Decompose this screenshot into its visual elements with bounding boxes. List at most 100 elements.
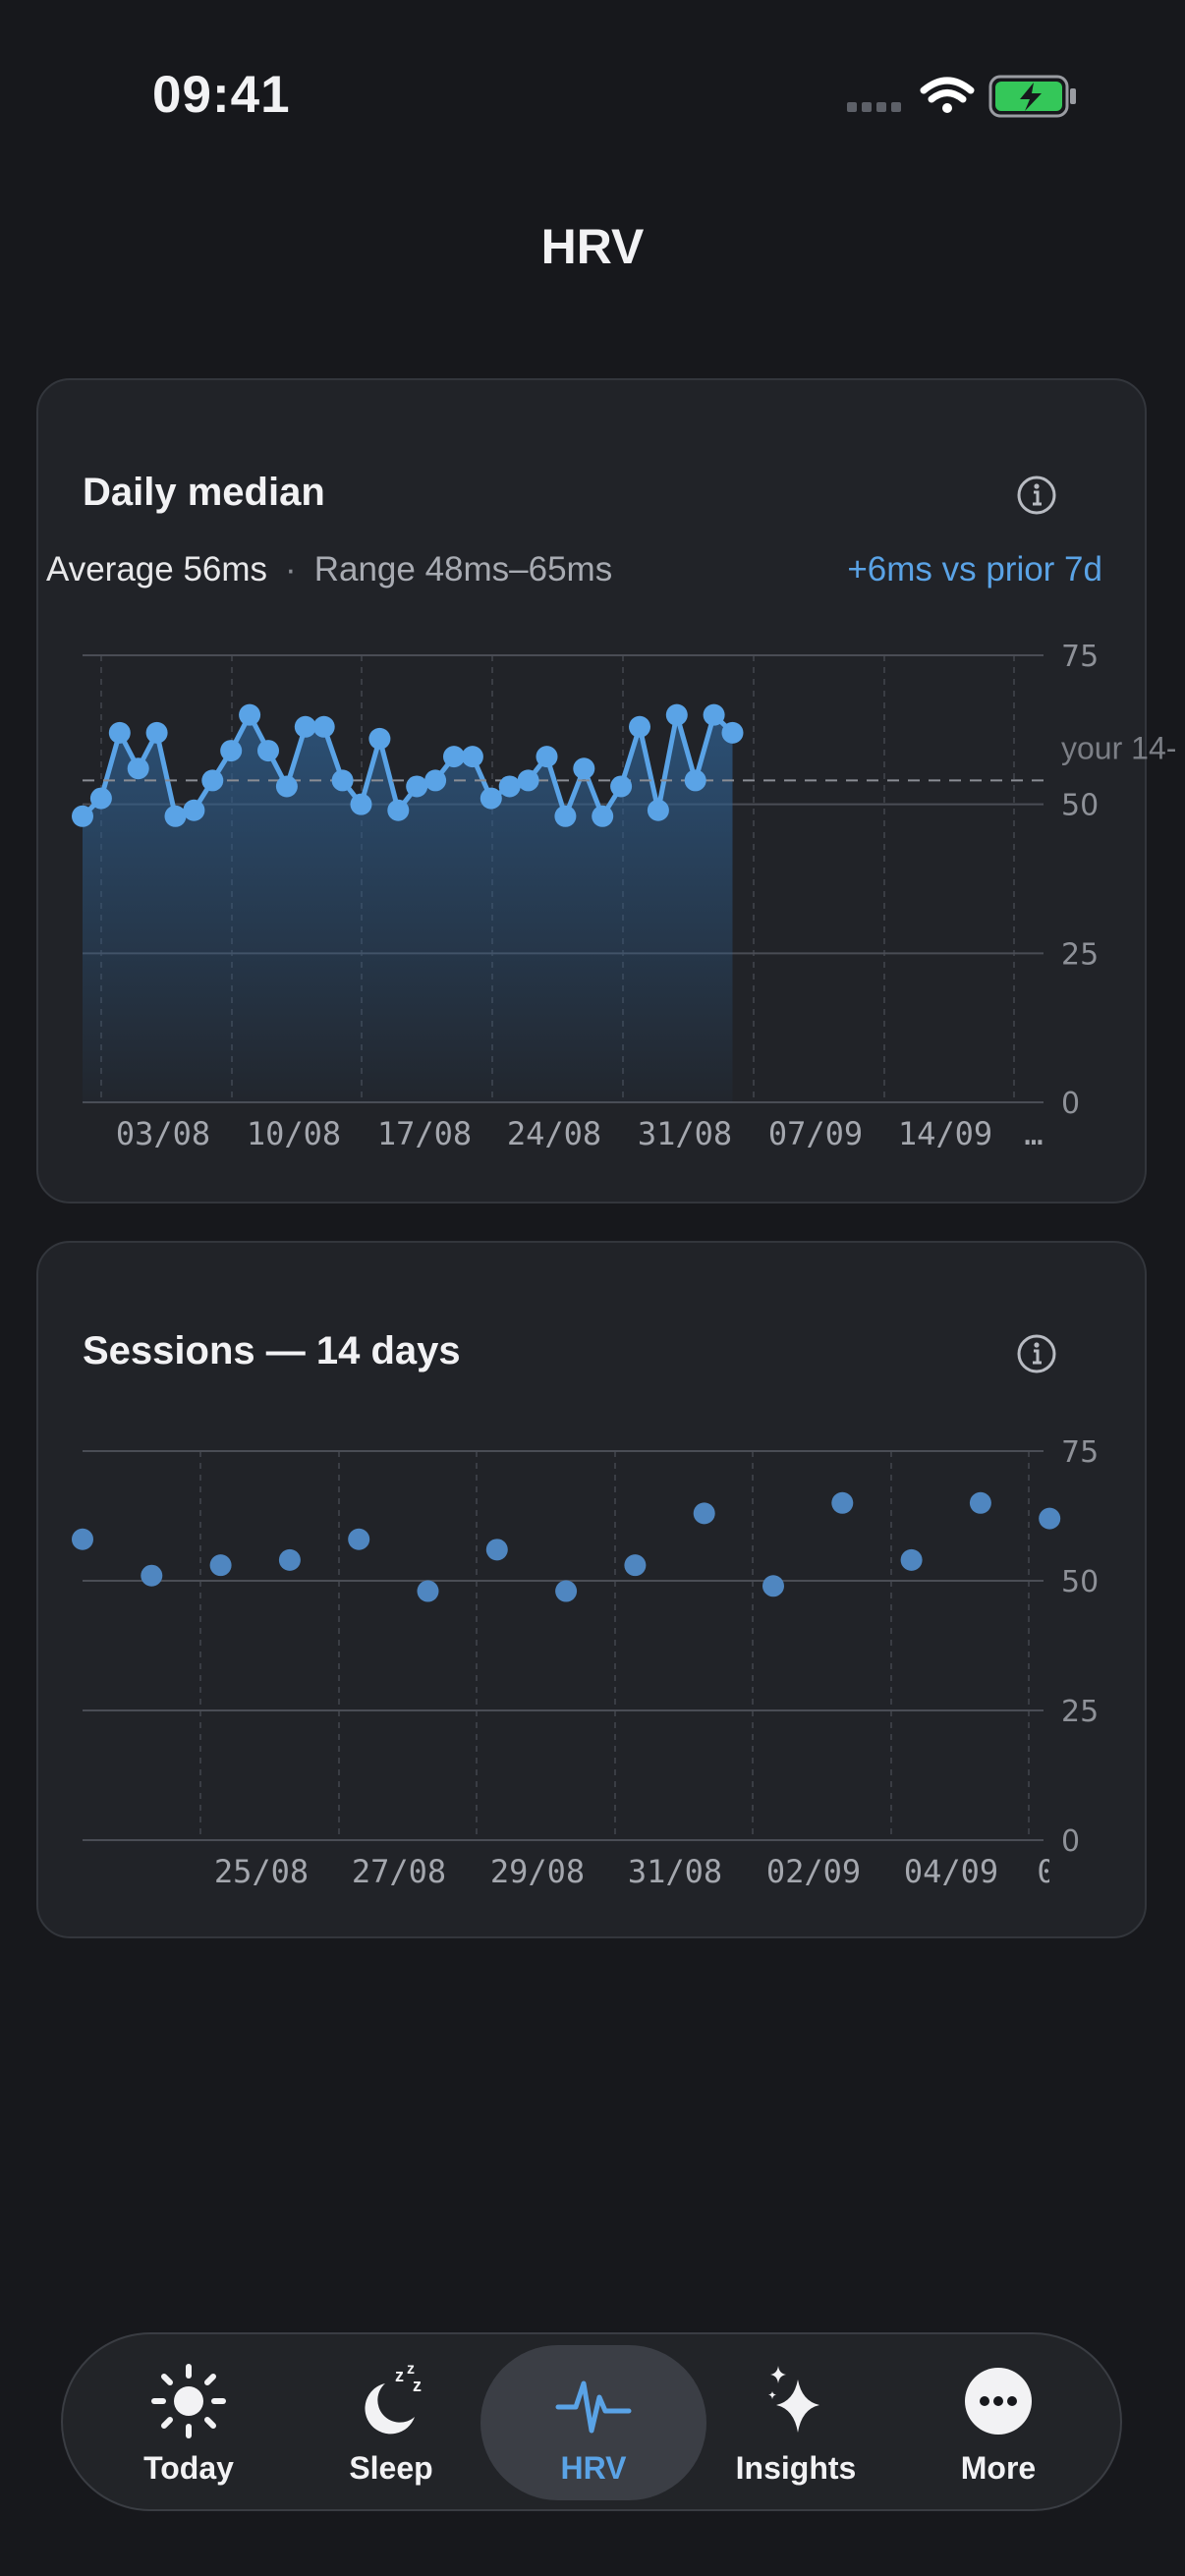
- data-point: [443, 746, 465, 768]
- battery-icon: [988, 75, 1076, 118]
- data-point: [294, 715, 316, 738]
- moon-zzz-icon: z z z: [365, 2362, 422, 2435]
- session-point: [900, 1548, 923, 1571]
- session-point: [141, 1564, 163, 1587]
- y-tick-label: 50: [1061, 1565, 1099, 1599]
- y-tick-label: 0: [1061, 1824, 1080, 1859]
- tab-label: Insights: [735, 2450, 857, 2486]
- sessions-card: Sessions — 14 days: [36, 1241, 1147, 1938]
- data-point: [684, 769, 706, 792]
- signal-icon: [847, 102, 901, 112]
- x-tick-label: 0: [1037, 1853, 1055, 1890]
- x-tick-label: 10/08: [247, 1115, 341, 1152]
- tab-hrv[interactable]: HRV: [480, 2334, 706, 2509]
- x-tick-label: 27/08: [352, 1853, 446, 1890]
- wifi-icon: [920, 77, 975, 113]
- data-point: [72, 805, 93, 827]
- session-point: [209, 1554, 232, 1577]
- x-tick-label: 03/08: [116, 1115, 210, 1152]
- page-title: HRV: [540, 219, 645, 274]
- x-tick-label: 02/09: [766, 1853, 861, 1890]
- data-point: [275, 775, 298, 798]
- x-tick-label: 31/08: [638, 1115, 732, 1152]
- svg-text:z: z: [395, 2366, 404, 2385]
- tab-label: Sleep: [349, 2450, 433, 2486]
- range-text: Range 48ms–65ms: [313, 550, 613, 588]
- data-point: [406, 775, 428, 798]
- sparkles-icon: [768, 2366, 819, 2433]
- tab-sleep[interactable]: z z z Sleep: [293, 2334, 489, 2509]
- session-point: [624, 1554, 647, 1577]
- y-tick-label: 75: [1061, 1435, 1099, 1470]
- data-point: [498, 775, 521, 798]
- data-point: [536, 746, 558, 768]
- data-point: [220, 740, 243, 762]
- session-point: [278, 1548, 301, 1571]
- data-point: [108, 721, 131, 744]
- data-point: [368, 727, 391, 750]
- tab-today[interactable]: Today: [90, 2334, 287, 2509]
- x-tick-label: 24/08: [507, 1115, 601, 1152]
- y-tick-label: 25: [1061, 1695, 1099, 1729]
- data-point: [461, 746, 483, 768]
- status-bar: 09:41: [0, 0, 1185, 196]
- data-point: [164, 805, 187, 827]
- session-point: [485, 1539, 508, 1561]
- data-point: [257, 740, 279, 762]
- tab-more[interactable]: More: [900, 2334, 1097, 2509]
- x-tick-label: 25/08: [214, 1853, 309, 1890]
- y-tick-label: 50: [1061, 789, 1099, 823]
- daily-summary: Average 56ms · Range 48ms–65ms +6ms vs pri…: [46, 550, 1102, 599]
- data-point: [554, 805, 577, 827]
- info-icon[interactable]: [1015, 474, 1058, 517]
- data-point: [721, 721, 744, 744]
- session-point: [1039, 1507, 1061, 1530]
- data-point: [127, 757, 149, 780]
- tab-label: Today: [143, 2450, 234, 2486]
- tab-bar: Today z z z Sleep HRV Insights Mor: [61, 2332, 1122, 2511]
- y-tick-label: 25: [1061, 937, 1099, 972]
- card-title: Sessions — 14 days: [83, 1329, 461, 1372]
- session-point: [555, 1580, 578, 1602]
- heartbeat-icon: [555, 2380, 632, 2434]
- daily-median-chart: 0 25 50 75 your 14- 03/08 10/08 17/08 24/08 31/08…: [72, 640, 1176, 1152]
- x-tick-label: 17/08: [377, 1115, 472, 1152]
- data-point: [665, 703, 688, 726]
- data-point: [201, 769, 224, 792]
- reference-label: your 14-: [1061, 730, 1176, 765]
- session-point: [72, 1528, 93, 1550]
- tab-insights[interactable]: Insights: [698, 2334, 894, 2509]
- tab-label: HRV: [560, 2450, 627, 2486]
- x-tick-label: …: [1024, 1115, 1043, 1152]
- card-title: Daily median: [83, 471, 325, 514]
- info-icon[interactable]: [1015, 1332, 1058, 1375]
- data-point: [331, 769, 354, 792]
- data-point: [387, 799, 410, 821]
- status-icons: [847, 75, 1076, 118]
- x-tick-label: 14/09: [898, 1115, 992, 1152]
- data-point: [629, 715, 650, 738]
- data-point: [239, 703, 261, 726]
- session-point: [693, 1502, 715, 1525]
- more-icon: [965, 2368, 1032, 2435]
- svg-text:z: z: [413, 2376, 422, 2395]
- session-point: [831, 1491, 854, 1514]
- svg-text:z: z: [407, 2362, 415, 2378]
- data-point: [517, 769, 539, 792]
- y-tick-label: 0: [1061, 1087, 1080, 1121]
- x-tick-label: 29/08: [490, 1853, 585, 1890]
- data-point: [350, 793, 372, 815]
- data-point: [592, 805, 614, 827]
- data-point: [480, 787, 502, 810]
- separator-dot: ·: [285, 550, 297, 588]
- data-point: [183, 799, 205, 821]
- data-point: [89, 787, 112, 810]
- data-point: [573, 757, 595, 780]
- tab-label: More: [960, 2450, 1037, 2486]
- data-point: [610, 775, 633, 798]
- average-text: Average 56ms: [46, 550, 268, 588]
- session-point: [969, 1491, 991, 1514]
- data-point: [647, 799, 669, 821]
- delta-text: +6ms vs prior 7d: [847, 550, 1102, 588]
- data-point: [703, 703, 725, 726]
